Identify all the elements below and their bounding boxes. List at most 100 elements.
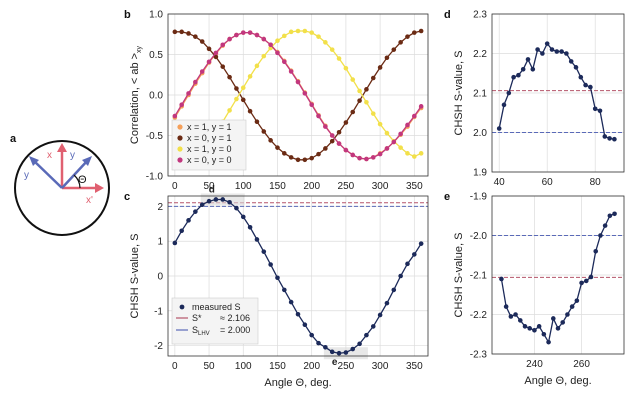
pb-point — [254, 119, 260, 125]
pb-legend-swatch — [177, 157, 183, 163]
pd-ytick-label: 2.1 — [473, 89, 487, 100]
pd-point — [559, 49, 564, 54]
pb-point — [329, 133, 335, 138]
pb-point — [227, 74, 232, 80]
pc-legend — [171, 297, 259, 345]
pb-xtick-label: 350 — [406, 181, 423, 192]
pe-point — [499, 276, 504, 282]
pb-legend-label: x = 1, y = 0 — [187, 144, 232, 154]
pb-xtick-label: 300 — [372, 181, 389, 192]
pe-frame — [491, 195, 625, 355]
pd-point — [525, 57, 531, 62]
pd-point — [540, 51, 545, 56]
label-theta: Θ — [78, 174, 87, 186]
pb-point — [418, 28, 424, 34]
pb-point — [179, 29, 184, 35]
pd-point — [612, 136, 617, 142]
pb-point — [268, 138, 273, 143]
theta-arc — [73, 174, 81, 189]
pb-xtick-label: 250 — [338, 181, 355, 192]
pb-point — [295, 157, 301, 163]
pc-point — [186, 218, 191, 223]
pb-legend — [171, 119, 247, 171]
pb-point — [384, 130, 390, 136]
pb-point — [343, 147, 349, 153]
pc-point — [234, 205, 239, 211]
pe-ytick-label: -1.9 — [470, 192, 488, 203]
pd-point — [592, 106, 598, 112]
pc-point — [247, 225, 253, 230]
pe-point — [522, 324, 528, 329]
pb-frame — [167, 13, 429, 177]
pb-xtick-label: 0 — [172, 181, 178, 192]
pb-point — [282, 33, 287, 39]
pb-point — [329, 138, 335, 144]
pb-point — [261, 53, 267, 59]
pb-point — [412, 154, 417, 159]
pb-point — [309, 102, 314, 108]
pd-ytick-label: 2.2 — [473, 49, 487, 60]
pb-point — [357, 155, 362, 161]
pb-legend-label: x = 0, y = 0 — [187, 155, 232, 165]
pc-point — [268, 262, 273, 267]
pb-point — [350, 77, 356, 82]
pe-xtick-label: 240 — [526, 359, 543, 370]
pc-point — [206, 198, 212, 204]
panel-letter-c: c — [124, 191, 130, 203]
pc-annotation: e — [332, 357, 338, 368]
pd-point — [535, 47, 540, 52]
pc-point — [282, 287, 287, 293]
pc-xtick-label: 200 — [303, 361, 320, 372]
pb-ylabel: Correlation, < ab >xy — [129, 45, 143, 144]
pd-point — [530, 67, 536, 72]
pc-legend-label: SLHV = 2.000 — [192, 325, 250, 337]
pc-point — [377, 312, 383, 318]
pb-point — [405, 122, 410, 128]
pb-point — [309, 155, 314, 161]
pe-point — [583, 278, 589, 284]
pd-point — [496, 126, 502, 131]
pc-ytick-label: 2 — [157, 202, 163, 213]
pc-ytick-label: -1 — [154, 306, 163, 317]
pb-point — [412, 113, 417, 119]
pb-legend-swatch — [177, 124, 183, 130]
pe-point — [517, 318, 523, 323]
pb-point — [234, 32, 239, 38]
pc-xtick-label: 100 — [235, 361, 252, 372]
panel-d-zoom-max-chart: 40 60 80 2.3 2.2 2.1 2.0 1.9 CHSH S-value, S — [453, 10, 625, 188]
pb-point — [377, 121, 383, 127]
blue-arrow-yprime — [61, 159, 89, 189]
label-x: x — [47, 150, 52, 161]
pc-xtick-label: 350 — [406, 361, 423, 372]
pe-point — [598, 233, 603, 238]
label-xprime: x' — [86, 195, 93, 206]
pc-xlabel: Angle Θ, deg. — [264, 377, 331, 389]
pb-point — [179, 102, 184, 108]
panel-letter-b: b — [124, 9, 131, 21]
pb-point — [316, 151, 321, 157]
pd-point — [549, 47, 555, 52]
pc-point — [336, 350, 342, 356]
pc-legend-label: S* ≈ 2.106 — [192, 313, 250, 323]
pb-point — [172, 113, 178, 119]
pc-point — [357, 341, 362, 347]
pb-point — [234, 86, 239, 91]
pc-point — [343, 350, 349, 355]
pb-point — [323, 146, 328, 151]
pe-point — [612, 211, 617, 217]
pb-point — [384, 55, 390, 61]
pb-point — [302, 157, 308, 163]
pc-xtick-label: 150 — [269, 361, 286, 372]
pb-point — [240, 30, 246, 35]
pc-point — [240, 214, 246, 220]
pb-point — [398, 40, 403, 45]
pb-point — [193, 79, 198, 85]
pb-point — [405, 34, 410, 39]
pb-point — [268, 42, 273, 48]
pc-point — [302, 322, 308, 327]
pd-xtick-label: 80 — [590, 177, 602, 188]
pe-point — [546, 339, 551, 345]
pb-xtick-label: 150 — [269, 181, 286, 192]
pb-point — [247, 74, 253, 79]
